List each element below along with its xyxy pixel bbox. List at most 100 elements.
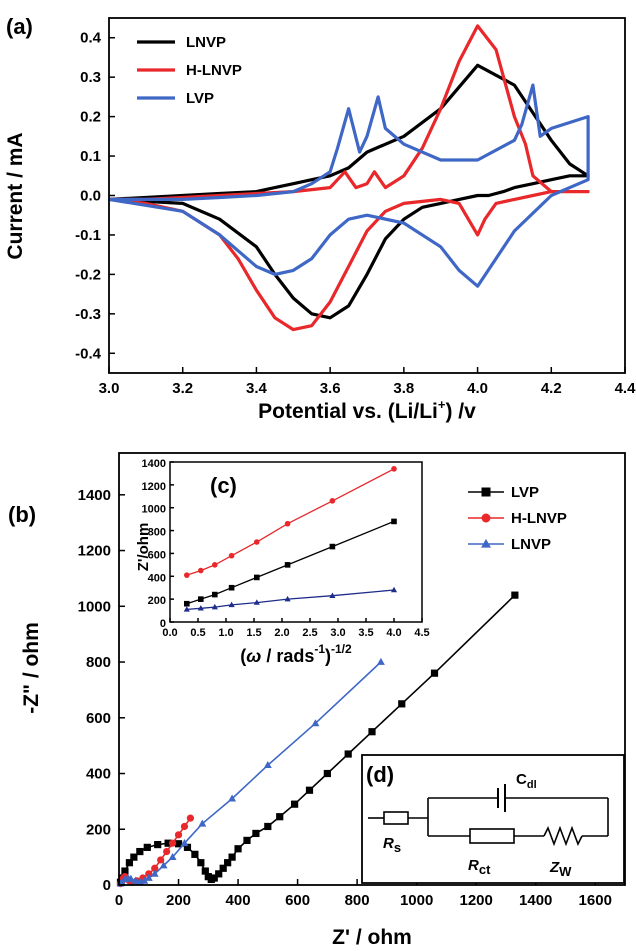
data-point-h-lnvp — [184, 572, 190, 578]
x-tick-label: 1200 — [459, 892, 492, 909]
data-point-lnvp — [168, 852, 177, 861]
data-point-lvp — [264, 822, 272, 831]
series-line-lnvp — [186, 589, 395, 611]
x-tick-label: 2.5 — [302, 627, 317, 639]
panel-a-x-axis-title: Potential vs. (Li/Li+) /v — [258, 397, 476, 423]
x-tick-label: 0.5 — [190, 627, 205, 639]
data-point-lvp — [154, 840, 162, 849]
x-tick-label: 0.0 — [162, 627, 177, 639]
data-point-lvp — [164, 839, 172, 847]
x-tick-label: 600 — [285, 892, 310, 909]
data-point-h-lnvp — [186, 814, 195, 822]
data-point-h-lnvp — [212, 562, 218, 568]
data-point-lnvp — [228, 601, 235, 608]
x-tick-label: 200 — [166, 892, 191, 909]
data-point-lnvp — [228, 794, 237, 802]
y-tick-label: 1000 — [78, 598, 111, 615]
panel-a-y-ticks: -0.4 -0.3 -0.2 -0.1 0.0 0.1 0.2 0.3 0.4 — [75, 30, 115, 362]
data-point-lnvp — [198, 819, 207, 827]
data-point-lvp — [305, 786, 314, 794]
data-point-lvp — [228, 584, 235, 591]
panel-b-legend: LVP H-LNVP LNVP — [468, 484, 567, 553]
legend-label-lvp: LVP — [511, 484, 539, 501]
x-tick-label: 1600 — [579, 892, 612, 909]
y-tick-label: 0.1 — [80, 148, 101, 165]
x-tick-label: 400 — [226, 892, 251, 909]
y-tick-label: 0.3 — [80, 69, 101, 86]
legend-marker-h-lnvp — [481, 513, 491, 523]
y-tick-label: -0.3 — [75, 306, 101, 323]
panel-a-legend: LNVP H-LNVP LVP — [137, 34, 242, 107]
series-line-lnvp — [108, 63, 590, 320]
data-point-lnvp — [126, 874, 135, 882]
data-point-lvp — [183, 843, 192, 851]
resistor-rs — [383, 811, 409, 825]
data-point-lvp — [198, 596, 204, 602]
x-tick-label: 1400 — [519, 892, 552, 909]
data-point-lvp — [398, 700, 406, 708]
y-tick-label: 0.0 — [80, 188, 101, 205]
x-tick-label: 2.0 — [274, 627, 289, 639]
panel-c-inset: 0.0 0.5 1.0 1.5 2.0 2.5 3.0 3.5 4.0 4.5 0 200 400 60… — [135, 458, 430, 666]
data-point-lvp — [201, 867, 209, 875]
data-point-h-lnvp — [284, 520, 291, 527]
panel-b-label: (b) — [8, 502, 36, 527]
data-point-lnvp — [263, 761, 272, 769]
label-cdl: Cdl — [516, 771, 537, 791]
data-point-lvp — [224, 859, 232, 867]
data-point-h-lnvp — [180, 822, 189, 831]
data-point-lvp — [215, 870, 223, 878]
data-point-lvp — [511, 591, 519, 599]
data-point-h-lnvp — [174, 831, 183, 839]
data-point-lvp — [125, 859, 134, 867]
legend-label-lnvp: LNVP — [511, 536, 551, 553]
data-point-lvp — [276, 813, 284, 821]
data-point-lnvp — [183, 606, 190, 612]
panel-b-frame — [118, 452, 626, 886]
data-point-lnvp — [284, 595, 291, 602]
legend-label-lvp: LVP — [186, 90, 214, 107]
data-point-lvp — [254, 574, 260, 581]
x-tick-label: 4.0 — [386, 627, 401, 639]
legend-marker-lnvp — [481, 538, 491, 548]
panel-a-label: (a) — [6, 14, 33, 39]
panel-c-plot-area — [183, 466, 398, 612]
x-tick-label: 3.0 — [330, 627, 345, 639]
y-tick-label: 600 — [86, 710, 111, 727]
y-tick-label: -0.1 — [75, 227, 101, 244]
data-point-lvp — [121, 867, 129, 875]
x-tick-label: 3.4 — [246, 380, 268, 397]
data-point-lvp — [234, 845, 242, 853]
x-tick-label: 3.5 — [358, 627, 373, 639]
x-tick-label: 3.2 — [172, 380, 193, 397]
y-tick-label: 0 — [160, 618, 166, 630]
panel-b-nyquist: (b) 0 200 400 600 800 1000 1200 1400 1600 0 200 40… — [8, 452, 626, 949]
data-point-lvp — [228, 853, 236, 861]
data-point-lvp — [391, 518, 397, 525]
y-tick-label: -0.4 — [75, 345, 102, 362]
x-tick-label: 4.5 — [414, 627, 429, 639]
data-point-h-lnvp — [168, 839, 177, 847]
y-tick-label: 200 — [86, 821, 111, 838]
data-point-lvp — [344, 750, 352, 758]
y-tick-label: -0.2 — [75, 266, 101, 283]
data-point-lvp — [210, 874, 218, 882]
data-point-lvp — [368, 728, 376, 736]
data-point-h-lnvp — [391, 466, 397, 472]
panel-c-x-ticks: 0.0 0.5 1.0 1.5 2.0 2.5 3.0 3.5 4.0 4.5 — [162, 618, 430, 639]
y-tick-label: 400 — [148, 572, 166, 584]
data-point-lnvp — [197, 605, 204, 611]
data-point-h-lnvp — [145, 870, 153, 878]
label-rct: Rct — [468, 857, 491, 877]
y-tick-label: 1400 — [78, 487, 111, 504]
data-point-lnvp — [390, 586, 398, 593]
panel-c-y-ticks: 0 200 400 600 800 1000 1200 1400 — [142, 458, 174, 630]
data-point-lnvp — [211, 603, 218, 610]
data-point-lvp — [143, 843, 151, 851]
y-tick-label: 1200 — [78, 543, 111, 560]
y-tick-label: 1200 — [142, 481, 166, 493]
data-point-lvp — [329, 543, 336, 550]
data-point-lnvp — [180, 839, 189, 847]
x-tick-label: 3.6 — [320, 380, 341, 397]
y-tick-label: 600 — [148, 549, 166, 561]
